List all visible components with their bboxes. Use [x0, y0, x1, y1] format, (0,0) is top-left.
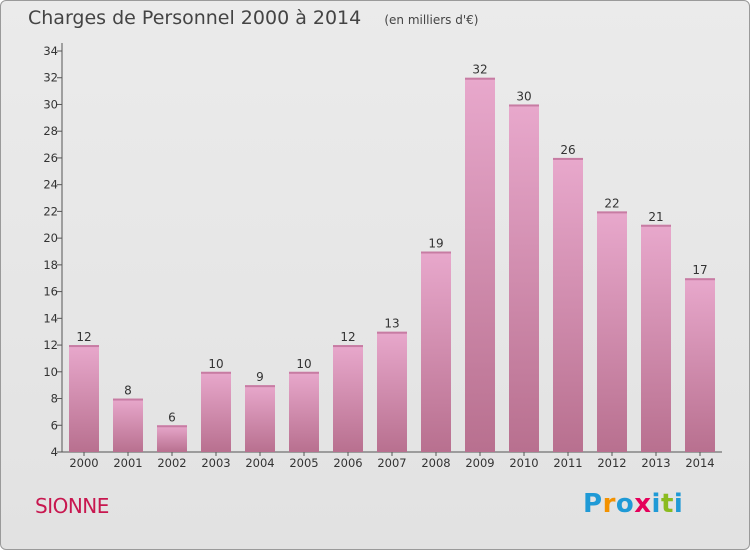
- y-tick-label: 4: [51, 445, 58, 459]
- bar: [509, 104, 539, 452]
- value-label: 21: [648, 210, 663, 224]
- brand-letter: o: [615, 489, 635, 519]
- value-label: 12: [76, 330, 91, 344]
- value-label: 13: [384, 317, 399, 331]
- y-tick-label: 22: [43, 204, 58, 218]
- y-tick-label: 26: [43, 151, 58, 165]
- x-tick-label: 2005: [289, 456, 318, 470]
- y-tick-label: 6: [51, 418, 58, 432]
- value-label: 8: [124, 384, 132, 398]
- bar-top-edge: [201, 371, 231, 374]
- value-label: 22: [604, 196, 619, 210]
- bar: [421, 251, 451, 452]
- x-tick-label: 2011: [553, 456, 582, 470]
- bar: [245, 385, 275, 452]
- x-tick-label: 2008: [421, 456, 450, 470]
- bar: [69, 345, 99, 452]
- value-label: 26: [560, 143, 575, 157]
- x-tick-label: 2014: [685, 456, 714, 470]
- bar-top-edge: [641, 224, 671, 227]
- x-tick-label: 2002: [157, 456, 186, 470]
- value-label: 10: [296, 357, 311, 371]
- y-tick-label: 18: [43, 258, 58, 272]
- chart-subtitle: (en milliers d'€): [384, 13, 479, 27]
- x-tick-label: 2007: [377, 456, 406, 470]
- bar: [377, 331, 407, 452]
- y-tick-label: 30: [43, 97, 58, 111]
- brand-letter: i: [651, 489, 661, 519]
- place-name: SIONNE: [35, 494, 109, 518]
- value-label: 9: [256, 370, 264, 384]
- brand-logo: Proxiti: [583, 489, 683, 519]
- x-tick-label: 2000: [69, 456, 98, 470]
- bar: [685, 278, 715, 452]
- bar: [157, 425, 187, 452]
- value-label: 10: [208, 357, 223, 371]
- bar: [113, 398, 143, 452]
- value-label: 32: [472, 63, 487, 77]
- y-tick-label: 28: [43, 124, 58, 138]
- y-tick-label: 14: [43, 311, 58, 325]
- x-tick-label: 2009: [465, 456, 494, 470]
- x-tick-label: 2006: [333, 456, 362, 470]
- bar-top-edge: [69, 345, 99, 348]
- x-tick-label: 2013: [641, 456, 670, 470]
- bar-top-edge: [157, 425, 187, 428]
- value-label: 6: [168, 410, 176, 424]
- bar-top-edge: [289, 371, 319, 374]
- bar-top-edge: [245, 385, 275, 388]
- brand-letter: i: [673, 489, 684, 519]
- bar-chart: 4 6 8 10 12 14 16 18 20 22 24 26 28 30 32 34 12 2000 8 2001…: [43, 43, 722, 470]
- bar: [597, 211, 627, 452]
- value-label: 12: [340, 330, 355, 344]
- y-tick-label: 16: [43, 285, 58, 299]
- y-tick-label: 8: [51, 392, 58, 406]
- bar: [333, 345, 363, 452]
- bar-top-edge: [509, 104, 539, 107]
- value-label: 30: [516, 89, 531, 103]
- bar: [201, 371, 231, 452]
- value-label: 19: [428, 237, 443, 251]
- bar-top-edge: [553, 157, 583, 160]
- value-label: 17: [692, 263, 707, 277]
- y-tick-label: 12: [43, 338, 58, 352]
- brand-letter: x: [634, 489, 652, 519]
- bar-top-edge: [333, 345, 363, 348]
- brand-letter: P: [583, 489, 603, 519]
- x-tick-label: 2003: [201, 456, 230, 470]
- brand-letter: t: [660, 489, 674, 519]
- bar: [465, 77, 495, 452]
- bar: [289, 371, 319, 452]
- bar-top-edge: [685, 278, 715, 281]
- y-tick-label: 32: [43, 71, 58, 85]
- y-tick-label: 24: [43, 178, 58, 192]
- x-tick-label: 2004: [245, 456, 274, 470]
- y-tick-label: 10: [43, 365, 58, 379]
- x-tick-label: 2010: [509, 456, 538, 470]
- bar-top-edge: [377, 331, 407, 334]
- y-tick-label: 34: [43, 44, 58, 58]
- title-line: Charges de Personnel 2000 à 2014 (en mil…: [28, 7, 478, 29]
- bar-top-edge: [421, 251, 451, 254]
- brand-letter: r: [602, 489, 616, 519]
- bar-top-edge: [597, 211, 627, 214]
- x-tick-label: 2012: [597, 456, 626, 470]
- bar: [553, 157, 583, 452]
- x-tick-label: 2001: [113, 456, 142, 470]
- chart-title: Charges de Personnel 2000 à 2014: [28, 7, 362, 29]
- bar: [641, 224, 671, 452]
- bar-top-edge: [113, 398, 143, 401]
- y-tick-label: 20: [43, 231, 58, 245]
- bar-top-edge: [465, 77, 495, 80]
